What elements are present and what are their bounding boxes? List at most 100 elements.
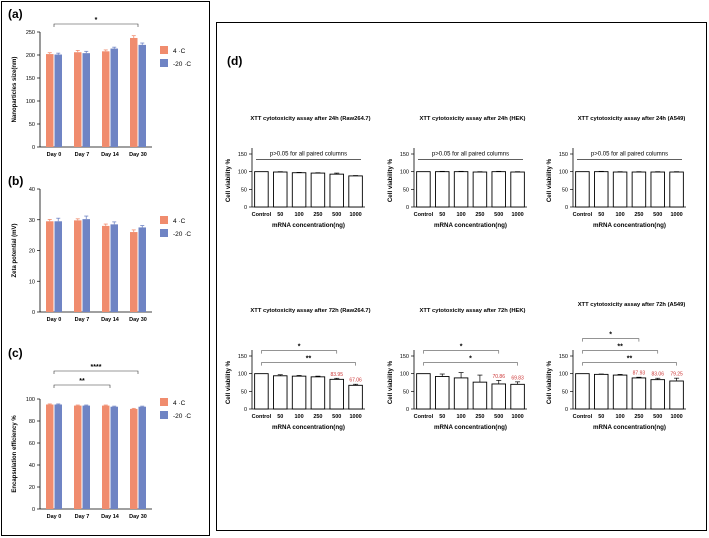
legend-swatch	[160, 229, 168, 237]
legend-label: 4 ·C	[173, 48, 186, 55]
bar-warm	[130, 232, 138, 312]
x-tick-label: Day 30	[129, 514, 147, 520]
x-tick-label: Day 14	[101, 514, 120, 520]
y-tick-label: 100	[238, 372, 247, 378]
bar	[254, 373, 269, 410]
bar	[291, 375, 307, 410]
y-tick-label: 150	[238, 152, 247, 158]
bar	[491, 171, 506, 208]
bar-cold	[82, 53, 90, 147]
legend-label: 4 ·C	[173, 400, 186, 407]
bar	[273, 375, 288, 410]
bar	[435, 171, 450, 208]
x-tick-label: 100	[615, 212, 624, 218]
bar-warm	[130, 408, 138, 509]
x-tick-label: 250	[634, 212, 643, 218]
bar-cold	[54, 221, 62, 312]
bar-cold	[138, 44, 146, 147]
y-tick-label: 50	[562, 389, 568, 395]
bar	[594, 171, 609, 208]
bar-warm	[74, 52, 82, 147]
right-panel: (d) XTT cytotoxicity assay after 24h (Ra…	[216, 22, 707, 531]
y-tick-label: 0	[406, 407, 409, 413]
y-tick-label: 0	[32, 145, 35, 151]
significance-note: p>0.05 for all paired columns	[591, 151, 668, 157]
legend-swatch	[160, 46, 168, 54]
bar-warm	[102, 51, 110, 147]
bar-cold	[82, 405, 90, 509]
y-tick-label: 150	[26, 76, 35, 82]
value-label: 79.25	[670, 372, 683, 378]
bar-warm	[46, 404, 54, 509]
significance-bracket	[582, 338, 640, 342]
bar	[472, 381, 488, 410]
y-tick-label: 0	[32, 310, 35, 316]
bar	[291, 172, 307, 208]
bar	[575, 171, 590, 208]
bar-warm	[74, 220, 82, 312]
x-tick-label: 250	[475, 212, 484, 218]
x-tick-label: 50	[277, 212, 283, 218]
legend-swatch	[160, 411, 168, 419]
x-tick-label: Control	[573, 414, 593, 420]
significance-bracket	[423, 350, 500, 354]
x-tick-label: 500	[332, 212, 341, 218]
value-label: 70.86	[492, 374, 505, 380]
x-tick-label: 1000	[670, 212, 682, 218]
significance-label: **	[627, 356, 633, 363]
legend-label: -20 ·C	[173, 231, 191, 238]
y-tick-label: 0	[244, 407, 247, 413]
x-tick-label: 250	[313, 212, 322, 218]
y-tick-label: 100	[559, 372, 568, 378]
bar	[510, 171, 525, 208]
x-tick-label: 50	[598, 414, 604, 420]
y-tick-label: 0	[406, 205, 409, 211]
y-tick-label: 150	[559, 354, 568, 360]
x-tick-label: 100	[615, 414, 624, 420]
y-tick-label: 50	[241, 187, 247, 193]
bar	[453, 171, 469, 208]
bar	[612, 374, 628, 410]
y-tick-label: 150	[400, 152, 409, 158]
y-axis-label: Cell viability %	[546, 158, 553, 202]
x-tick-label: 50	[598, 212, 604, 218]
panel-d-charts: (d) XTT cytotoxicity assay after 24h (Ra…	[225, 54, 686, 431]
significance-bracket	[53, 23, 139, 27]
significance-label: **	[617, 344, 623, 351]
panel-b-label: (b)	[8, 174, 23, 188]
x-tick-label: 100	[456, 414, 465, 420]
legend-swatch	[160, 59, 168, 67]
bar	[254, 171, 269, 208]
x-tick-label: Day 0	[47, 514, 62, 520]
x-axis-label: mRNA concentration(ng)	[272, 424, 345, 431]
y-tick-label: 0	[565, 407, 568, 413]
x-tick-label: 100	[294, 212, 303, 218]
significance-label: ****	[91, 364, 102, 371]
x-tick-label: Control	[252, 414, 272, 420]
significance-note: p>0.05 for all paired columns	[270, 151, 347, 157]
bar	[510, 383, 525, 410]
y-axis-label: Encapsulation efficiency %	[12, 415, 18, 493]
significance-bracket	[582, 350, 659, 354]
bar-warm	[102, 225, 110, 312]
legend-label: 4 ·C	[173, 218, 186, 225]
significance-bracket	[582, 362, 677, 366]
legend-swatch	[160, 398, 168, 406]
x-tick-label: 1000	[670, 414, 682, 420]
panel-d-label: (d)	[227, 54, 242, 68]
x-tick-label: 500	[653, 414, 662, 420]
bar-warm	[46, 54, 54, 147]
x-tick-label: Day 7	[75, 317, 90, 323]
x-tick-label: Control	[414, 212, 434, 218]
bar	[472, 171, 488, 208]
x-tick-label: Control	[573, 212, 593, 218]
chart-title: XTT cytotoxicity assay after 24h (Raw264…	[250, 116, 370, 122]
x-tick-label: Control	[252, 212, 272, 218]
chart-title: XTT cytotoxicity assay after 24h (HEK)	[420, 116, 526, 122]
y-tick-label: 10	[29, 279, 35, 285]
y-axis-label: Cell viability %	[387, 158, 394, 202]
x-tick-label: 500	[653, 212, 662, 218]
value-label: 83.95	[330, 372, 343, 378]
legend-label: -20 ·C	[173, 61, 191, 68]
panel-c-label: (c)	[8, 346, 23, 360]
